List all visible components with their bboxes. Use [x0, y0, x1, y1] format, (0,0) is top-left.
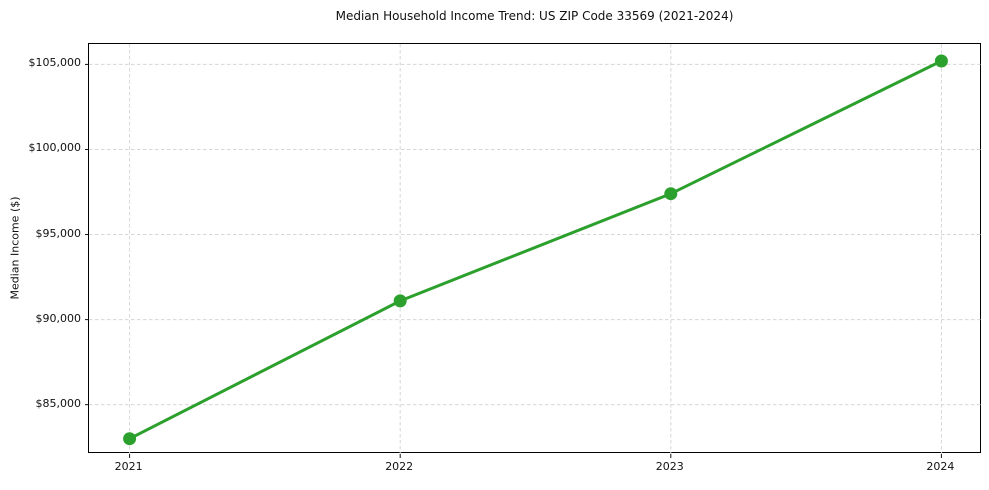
x-tick-label: 2022 — [385, 460, 414, 473]
y-tick-label: $105,000 — [28, 56, 82, 70]
y-tick-label: $85,000 — [35, 396, 82, 410]
data-point-marker — [123, 432, 137, 446]
y-tick-label: $95,000 — [35, 226, 82, 240]
line-chart-svg — [85, 44, 982, 458]
data-point-marker — [664, 187, 678, 201]
y-tick-label: $100,000 — [28, 141, 82, 155]
x-tick-label: 2021 — [114, 460, 143, 473]
income-trend-line — [128, 59, 943, 441]
plot-area — [85, 43, 982, 458]
chart-title: Median Household Income Trend: US ZIP Co… — [335, 9, 734, 23]
data-point-marker — [393, 294, 407, 308]
data-point-marker — [934, 54, 948, 68]
x-tick-label: 2023 — [655, 460, 684, 473]
y-axis-label: Median Income ($) — [8, 196, 22, 300]
x-tick-label: 2024 — [926, 460, 955, 473]
y-tick-label: $90,000 — [35, 311, 82, 325]
